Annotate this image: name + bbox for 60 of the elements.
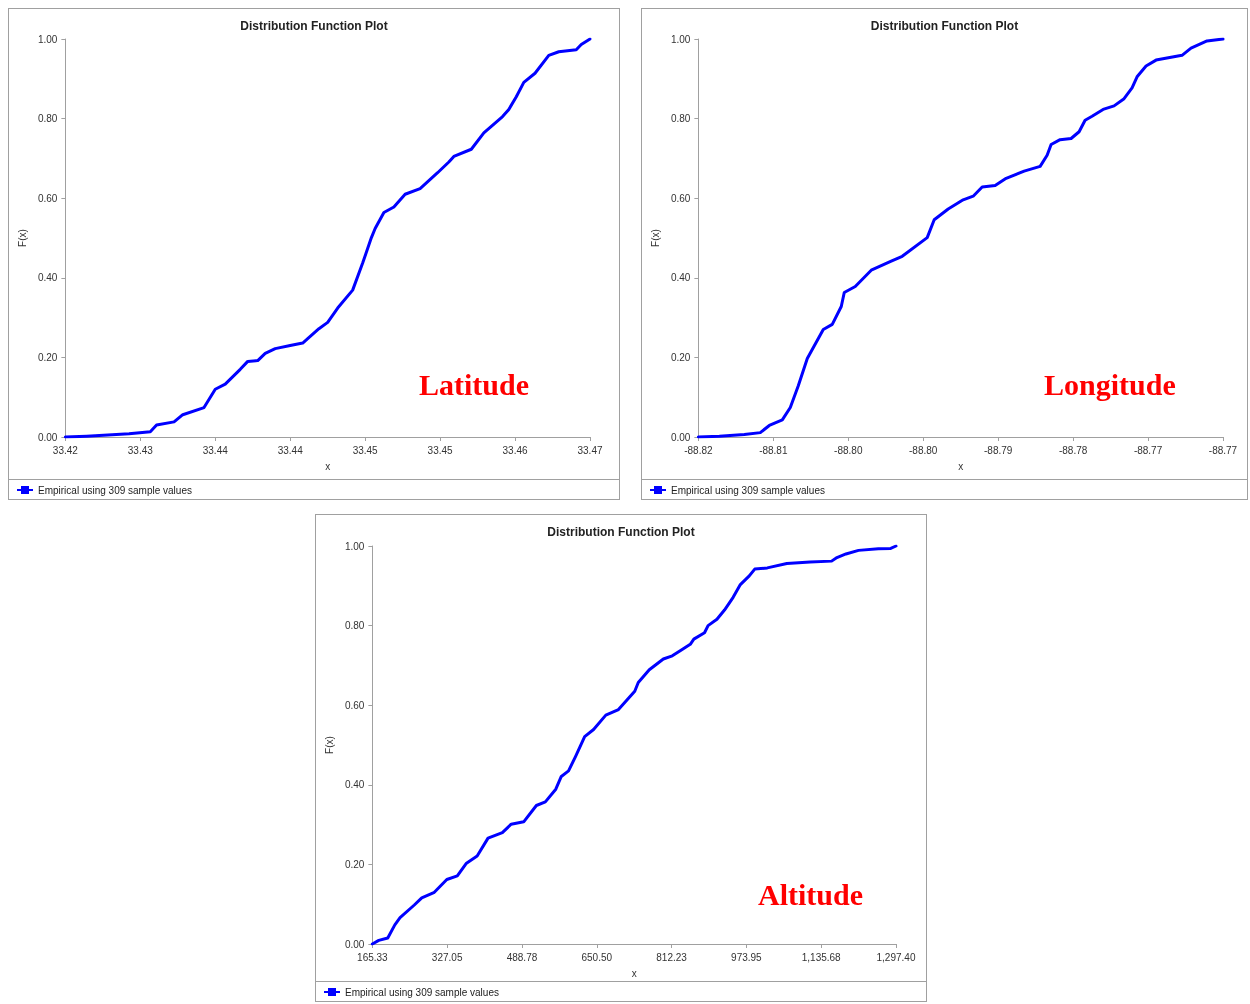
annotation: Longitude	[1044, 367, 1176, 401]
y-tick-label: 0.00	[344, 938, 365, 950]
legend-label: Empirical using 309 sample values	[38, 484, 192, 496]
legend-label: Empirical using 309 sample values	[345, 986, 499, 998]
line-series	[370, 544, 898, 946]
x-tick-label: -88.77	[1208, 444, 1238, 456]
chart-title: Distribution Function Plot	[547, 525, 695, 539]
x-tick-label: 33.46	[502, 444, 528, 456]
x-axis-title: x	[958, 460, 964, 472]
x-axis-title: x	[631, 967, 637, 979]
chart-title: Distribution Function Plot	[870, 19, 1019, 33]
x-axis-title: x	[325, 460, 331, 472]
x-tick-label: 33.45	[352, 444, 379, 456]
y-axis-title: F(x)	[16, 229, 28, 247]
y-tick-label: 0.80	[670, 113, 691, 125]
x-tick-label: 165.33	[357, 951, 389, 963]
x-tick-label: 812.23	[656, 951, 688, 963]
x-tick-label: 33.42	[52, 444, 79, 456]
x-tick-label: -88.80	[834, 444, 863, 456]
x-tick-label: -88.81	[759, 444, 788, 456]
x-tick-label: -88.82	[684, 444, 713, 456]
x-tick-label: 33.45	[427, 444, 454, 456]
x-tick-label: 33.44	[277, 444, 304, 456]
x-tick-label: -88.80	[909, 444, 938, 456]
x-tick-label: -88.78	[1058, 444, 1088, 456]
x-tick-label: 33.43	[127, 444, 154, 456]
y-tick-label: 0.40	[37, 272, 58, 284]
line-series	[63, 37, 592, 439]
x-tick-label: -88.79	[983, 444, 1013, 456]
x-tick-label: 33.44	[202, 444, 229, 456]
y-axis-title: F(x)	[649, 229, 661, 247]
y-tick-label: 0.60	[670, 192, 691, 204]
y-tick-label: 0.80	[37, 113, 58, 125]
x-tick-label: 1,135.68	[801, 951, 842, 963]
x-tick-label: 1,297.40	[876, 951, 916, 963]
y-tick-label: 1.00	[37, 33, 58, 45]
x-tick-label: 488.78	[506, 951, 538, 963]
y-tick-label: 0.20	[344, 858, 365, 870]
y-tick-label: 1.00	[670, 33, 691, 45]
y-tick-label: 0.40	[344, 779, 365, 791]
y-tick-label: 0.00	[37, 431, 58, 443]
x-tick-label: 327.05	[431, 951, 463, 963]
y-tick-label: 1.00	[344, 540, 365, 552]
y-tick-label: 0.40	[670, 272, 691, 284]
x-tick-label: 973.95	[731, 951, 763, 963]
legend-label: Empirical using 309 sample values	[671, 484, 825, 496]
y-axis-title: F(x)	[323, 736, 335, 754]
annotation: Latitude	[419, 367, 530, 401]
y-tick-label: 0.80	[344, 620, 365, 632]
line-series	[696, 37, 1225, 439]
y-tick-label: 0.20	[670, 351, 691, 363]
annotation: Altitude	[758, 877, 863, 911]
y-tick-label: 0.00	[670, 431, 691, 443]
x-tick-label: -88.77	[1133, 444, 1163, 456]
chart-title: Distribution Function Plot	[240, 19, 388, 33]
x-tick-label: 650.50	[581, 951, 613, 963]
y-tick-label: 0.20	[37, 351, 58, 363]
y-tick-label: 0.60	[37, 192, 58, 204]
y-tick-label: 0.60	[344, 699, 365, 711]
x-tick-label: 33.47	[577, 444, 603, 456]
